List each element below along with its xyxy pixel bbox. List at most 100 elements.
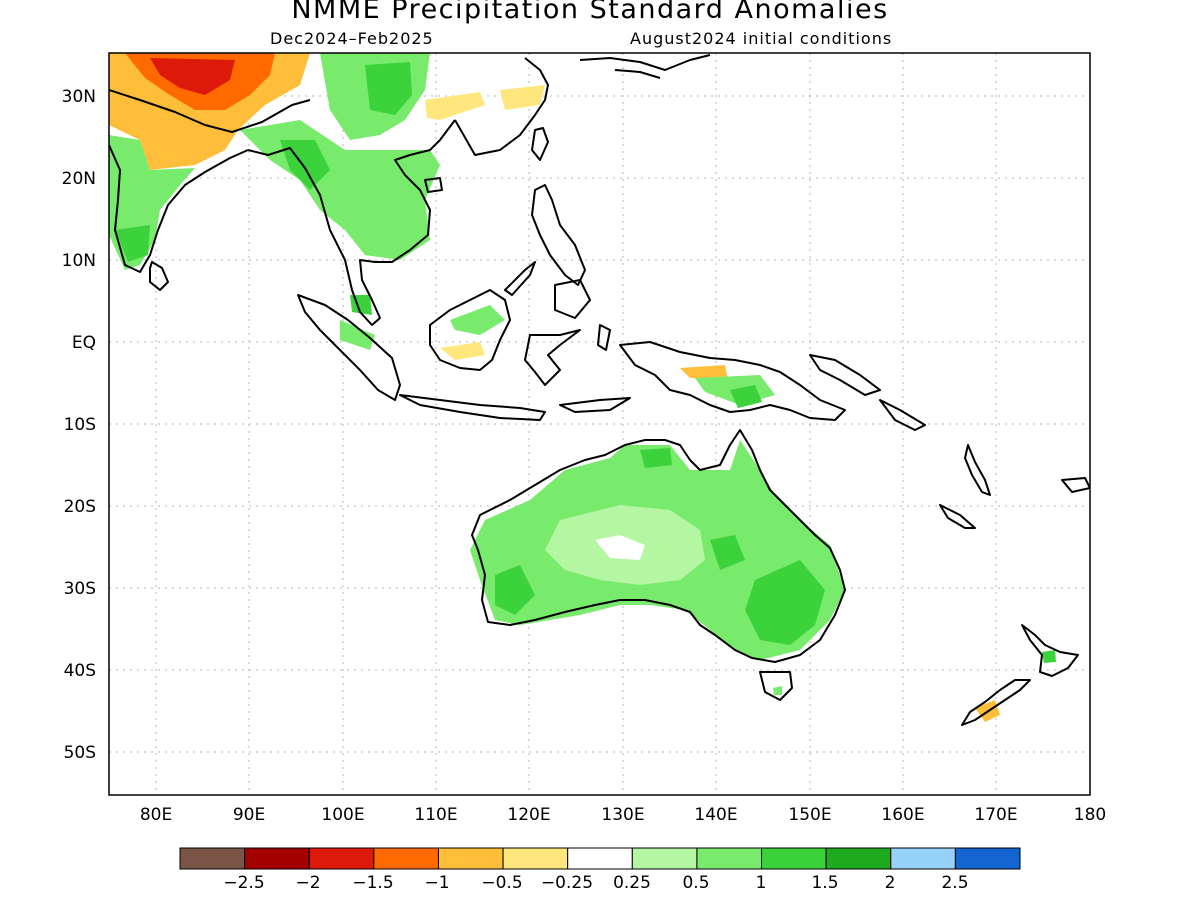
latitude-axis: 30N 20N 10N EQ 10S 20S 30S 40S 50S: [62, 87, 96, 763]
colorbar-label: −0.25: [541, 873, 593, 893]
dry-anomaly-new-guinea: [680, 365, 728, 380]
colorbar-swatch: [502, 847, 569, 870]
colorbar-swatch: [373, 847, 439, 870]
strong-wet-anomaly-australia-se: [745, 560, 825, 645]
lon-tick-label: 110E: [414, 805, 457, 825]
lat-tick-label: EQ: [72, 333, 96, 353]
wet-anomaly-new-zealand: [1042, 650, 1056, 663]
lon-tick-label: 100E: [321, 805, 364, 825]
strong-wet-anomaly-australia-w: [495, 565, 535, 615]
coast-hainan: [424, 177, 443, 193]
colorbar-swatch: [308, 847, 375, 870]
lat-tick-label: 10S: [64, 415, 96, 435]
colorbar-label: −1: [424, 873, 449, 893]
coast-japan-2: [614, 69, 661, 79]
colorbar-swatch: [244, 847, 310, 870]
colorbar-label: 1.5: [811, 873, 838, 893]
map-frame: [108, 52, 1091, 796]
colorbar-swatch: [631, 847, 698, 870]
colorbar-label: 1: [756, 873, 767, 893]
lon-tick-label: 160E: [881, 805, 924, 825]
colorbar-label: −1.5: [352, 873, 393, 893]
forecast-period: Dec2024–Feb2025: [270, 29, 434, 48]
colorbar-label: 0.5: [682, 873, 709, 893]
colorbar-swatch: [179, 847, 246, 870]
coast-borneo: [429, 289, 511, 371]
lon-tick-label: 140E: [694, 805, 737, 825]
coast-vanuatu: [964, 444, 991, 496]
coast-indochina: [247, 119, 456, 326]
lat-tick-label: 40S: [64, 661, 96, 681]
wet-anomaly-borneo: [450, 305, 505, 335]
lon-tick-label: 120E: [507, 805, 550, 825]
colorbar-label: −2.5: [223, 873, 264, 893]
wet-anomaly-indochina: [240, 120, 440, 260]
coast-new-guinea: [619, 341, 846, 421]
strong-wet-anomaly-australia-n: [640, 448, 672, 468]
map-title: NMME Precipitation Standard Anomalies: [291, 0, 889, 25]
colorbar-label: −2: [295, 873, 320, 893]
coast-bismarck: [809, 354, 881, 396]
lat-tick-label: 30S: [64, 579, 96, 599]
coast-fiji: [1061, 477, 1090, 493]
coast-philippines-mindanao: [554, 279, 591, 319]
lon-tick-label: 170E: [974, 805, 1017, 825]
lon-tick-label: 180: [1074, 805, 1106, 825]
colorbar-swatch: [954, 847, 1021, 870]
coast-sumatra: [297, 294, 401, 401]
coast-china: [454, 57, 549, 156]
coastlines: [109, 54, 1090, 726]
coast-halmahera: [597, 324, 611, 351]
coast-nz-south: [961, 679, 1031, 726]
dry-anomaly-china-east-2: [500, 85, 545, 110]
coast-sri-lanka: [149, 261, 169, 291]
coast-palawan: [504, 261, 536, 296]
strong-wet-anomaly-australia-c: [710, 535, 745, 570]
lat-tick-label: 30N: [62, 87, 96, 107]
coast-timor: [559, 397, 631, 413]
colorbar-label: 2.5: [941, 873, 968, 893]
initial-conditions: August2024 initial conditions: [630, 29, 893, 48]
colorbar-label: 2: [885, 873, 896, 893]
lon-tick-label: 130E: [601, 805, 644, 825]
dry-anomaly-borneo: [440, 342, 485, 360]
coast-australia: [471, 429, 846, 663]
longitude-axis: 80E 90E 100E 110E 120E 130E 140E 150E 16…: [140, 805, 1106, 825]
wet-anomaly-china-strong: [365, 62, 412, 115]
lat-tick-label: 20S: [64, 497, 96, 517]
neutral-anomaly-australia: [595, 535, 645, 560]
coast-taiwan: [531, 127, 549, 161]
coast-tasmania: [759, 671, 793, 701]
colorbar-legend: −2.5 −2 −1.5 −1 −0.5 −0.25 0.25 0.5 1 1.…: [179, 847, 1021, 893]
coast-solomon: [879, 399, 926, 431]
coast-new-caledonia: [939, 504, 976, 529]
coast-java: [399, 394, 546, 421]
lat-tick-label: 10N: [62, 251, 96, 271]
wet-anomaly-new-guinea-strong: [730, 385, 762, 408]
gridlines: [109, 53, 1090, 795]
colorbar-swatch: [567, 847, 633, 870]
colorbar-swatch: [696, 847, 763, 870]
dry-anomaly-himalaya-core: [150, 58, 235, 95]
border-himalaya: [109, 89, 311, 133]
anomaly-shading: [109, 53, 1056, 722]
wet-anomaly-sumatra: [340, 320, 375, 350]
colorbar-swatch: [437, 847, 504, 870]
coast-japan: [579, 54, 711, 71]
dry-anomaly-china-east: [425, 92, 485, 120]
lat-tick-label: 20N: [62, 169, 96, 189]
colorbar-label: 0.25: [613, 873, 651, 893]
wet-anomaly-tasmania: [773, 686, 782, 695]
coast-sulawesi: [524, 329, 581, 386]
lon-tick-label: 90E: [233, 805, 265, 825]
coast-philippines-luzon: [531, 184, 586, 286]
colorbar-swatch: [825, 847, 892, 870]
wet-anomaly-india-strong: [115, 225, 150, 262]
lon-tick-label: 150E: [788, 805, 831, 825]
coast-nz-north: [1021, 624, 1079, 677]
coast-india: [109, 144, 249, 273]
lat-tick-label: 50S: [64, 743, 96, 763]
lon-tick-label: 80E: [140, 805, 172, 825]
colorbar-swatch: [890, 847, 956, 870]
